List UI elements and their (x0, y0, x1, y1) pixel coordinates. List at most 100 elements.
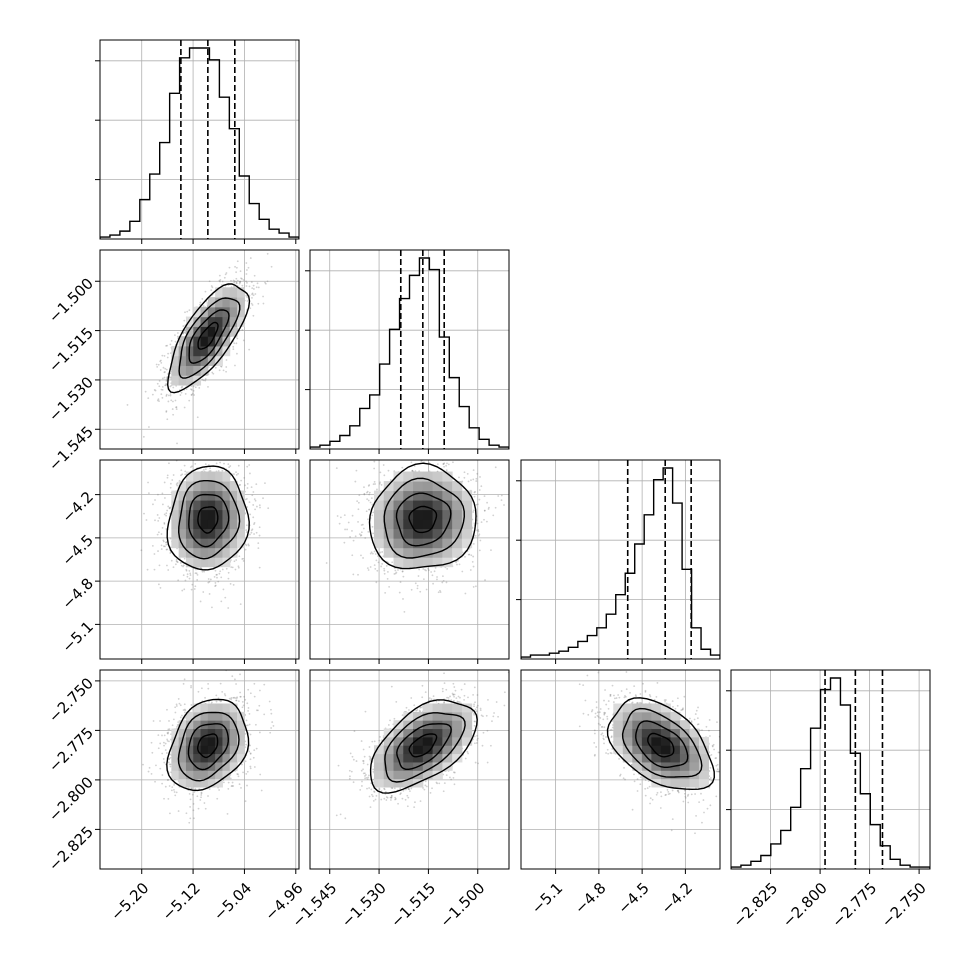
scatter-point (219, 462, 221, 464)
scatter-point (166, 418, 168, 420)
scatter-point (143, 513, 145, 515)
scatter-point (235, 281, 237, 283)
scatter-point (140, 549, 142, 551)
scatter-point (479, 476, 481, 478)
scatter-point (245, 262, 247, 264)
scatter-point (188, 570, 190, 572)
scatter-point (162, 493, 164, 495)
scatter-point (207, 386, 209, 388)
axes-frame (100, 40, 299, 239)
scatter-point (147, 397, 149, 399)
scatter-point (257, 542, 259, 544)
scatter-point (164, 368, 166, 370)
scatter-point (255, 483, 257, 485)
scatter-point (183, 574, 185, 576)
scatter-point (233, 473, 235, 475)
scatter-point (340, 517, 342, 519)
scatter-point (215, 574, 217, 576)
scatter-point (158, 364, 160, 366)
scatter-point (264, 282, 266, 284)
scatter-panel-1-0 (100, 240, 299, 449)
scatter-point (184, 558, 186, 560)
scatter-point (225, 371, 227, 373)
density-cell (201, 481, 209, 491)
scatter-point (154, 519, 156, 521)
scatter-point (147, 569, 149, 571)
density-cell (208, 481, 216, 491)
scatter-point (259, 504, 261, 506)
scatter-point (170, 538, 172, 540)
scatter-point (196, 572, 198, 574)
scatter-point (468, 481, 470, 483)
histogram-step (310, 258, 509, 449)
scatter-point (167, 357, 169, 359)
scatter-point (214, 576, 216, 578)
scatter-point (254, 275, 256, 277)
scatter-point (160, 369, 162, 371)
scatter-point (362, 557, 364, 559)
scatter-point (426, 589, 428, 591)
scatter-point (355, 535, 357, 537)
scatter-point (193, 390, 195, 392)
scatter-point (145, 391, 147, 393)
scatter-point (252, 304, 254, 306)
scatter-point (375, 581, 377, 583)
scatter-point (187, 573, 189, 575)
scatter-point (472, 556, 474, 558)
scatter-point (486, 502, 488, 504)
scatter-point (215, 570, 217, 572)
scatter-point (210, 289, 212, 291)
scatter-point (253, 288, 255, 290)
density-cell (186, 519, 194, 529)
scatter-point (194, 588, 196, 590)
density-cell (230, 510, 238, 520)
scatter-point (208, 578, 210, 580)
scatter-point (232, 346, 234, 348)
scatter-point (146, 519, 148, 521)
scatter-point (399, 592, 401, 594)
scatter-point (388, 470, 390, 472)
scatter-point (161, 533, 163, 535)
scatter-point (230, 583, 232, 585)
scatter-point (188, 400, 190, 402)
scatter-point (438, 591, 440, 593)
scatter-point (167, 401, 169, 403)
scatter-point (175, 400, 177, 402)
scatter-point (220, 576, 222, 578)
scatter-point (370, 502, 372, 504)
scatter-point (207, 582, 209, 584)
scatter-point (185, 393, 187, 395)
scatter-point (259, 567, 261, 569)
scatter-point (166, 565, 168, 567)
scatter-point (143, 436, 145, 438)
scatter-point (448, 457, 450, 459)
scatter-point (253, 285, 255, 287)
scatter-point (184, 407, 186, 409)
scatter-point (252, 516, 254, 518)
scatter-point (418, 575, 420, 577)
scatter-point (252, 292, 254, 294)
scatter-point (473, 543, 475, 545)
scatter-point (251, 281, 253, 283)
scatter-point (233, 342, 235, 344)
scatter-point (251, 532, 253, 534)
histogram-panel-3 (516, 460, 720, 664)
scatter-point (206, 456, 208, 458)
scatter-point (422, 568, 424, 570)
scatter-point (400, 581, 402, 583)
scatter-point (250, 257, 252, 259)
scatter-point (175, 563, 177, 565)
scatter-point (244, 484, 246, 486)
scatter-point (473, 566, 475, 568)
scatter-point (191, 589, 193, 591)
scatter-point (235, 271, 237, 273)
scatter-point (199, 302, 201, 304)
scatter-point (166, 548, 168, 550)
scatter-point (162, 386, 164, 388)
density-cell (186, 365, 194, 375)
scatter-point (193, 394, 195, 396)
scatter-point (166, 345, 168, 347)
scatter-point (170, 487, 172, 489)
density-cell (201, 519, 209, 529)
scatter-point (463, 477, 465, 479)
